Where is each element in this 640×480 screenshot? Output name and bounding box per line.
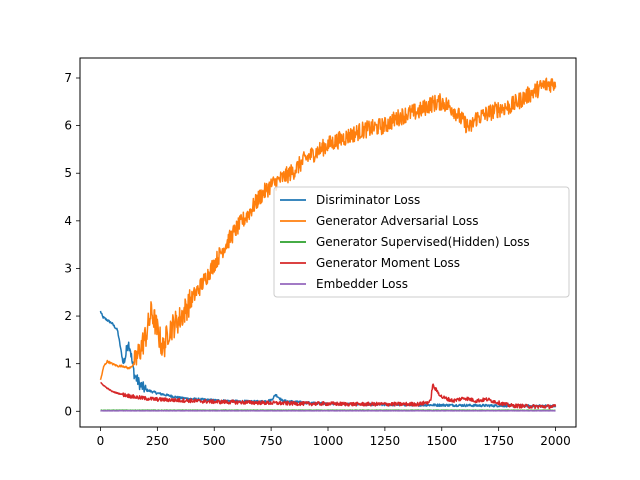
x-tick-label: 0: [97, 434, 105, 448]
x-tick-label: 1500: [426, 434, 457, 448]
legend-box: [273, 186, 570, 298]
legend-label: Generator Moment Loss: [316, 256, 460, 270]
x-axis-ticks: 0 250 500 750 1000 1250 1500 1750 2000: [97, 427, 571, 448]
legend-label: Embedder Loss: [316, 277, 408, 291]
y-tick-label: 4: [64, 214, 72, 228]
series-layer: [99, 77, 557, 412]
x-tick-label: 1750: [483, 434, 514, 448]
series-line-2: [99, 77, 557, 381]
legend-label: Disriminator Loss: [316, 193, 420, 207]
y-tick-label: 0: [64, 404, 72, 418]
y-tick-label: 3: [64, 261, 72, 275]
legend-label: Generator Supervised(Hidden) Loss: [316, 235, 530, 249]
y-tick-label: 5: [64, 166, 72, 180]
y-tick-label: 6: [64, 119, 72, 133]
series-line-1: [99, 310, 557, 408]
x-tick-label: 1250: [370, 434, 401, 448]
x-tick-label: 500: [203, 434, 226, 448]
y-tick-label: 7: [64, 71, 72, 85]
y-axis-ticks: 0 1 2 3 4 5 6 7: [64, 71, 80, 418]
x-tick-label: 250: [146, 434, 169, 448]
y-tick-label: 1: [64, 357, 72, 371]
legend: Disriminator Loss Generator Adversarial L…: [273, 186, 570, 298]
x-tick-label: 750: [260, 434, 283, 448]
x-tick-label: 2000: [540, 434, 571, 448]
series-line-4: [100, 381, 557, 410]
legend-label: Generator Adversarial Loss: [316, 214, 478, 228]
x-tick-label: 1000: [313, 434, 344, 448]
y-tick-label: 2: [64, 309, 72, 323]
